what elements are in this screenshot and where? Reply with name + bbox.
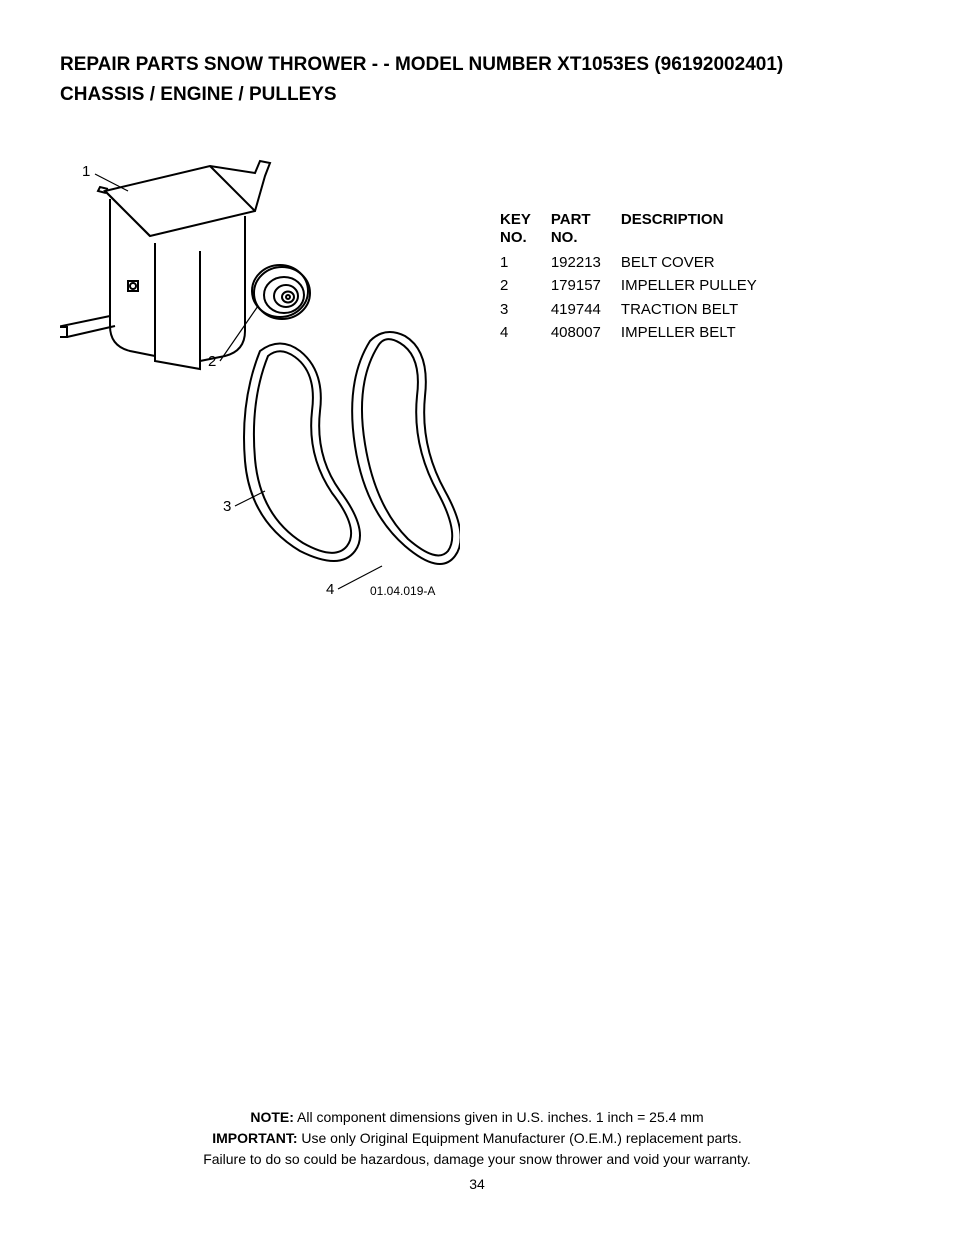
note-label: NOTE: [250,1109,294,1125]
footer-important-line: IMPORTANT: Use only Original Equipment M… [0,1128,954,1149]
page-footer: NOTE: All component dimensions given in … [0,1107,954,1195]
title-line-2: CHASSIS / ENGINE / PULLEYS [60,80,894,110]
callout-2: 2 [208,353,216,370]
cell-key: 3 [500,298,551,322]
callout-1: 1 [82,163,90,180]
callout-3: 3 [223,498,231,515]
parts-table-area: KEYNO. PARTNO. DESCRIPTION 1 192213 BELT… [480,151,894,616]
cell-part: 408007 [551,321,621,345]
diagram-code: 01.04.019-A [370,584,435,598]
content-area: 1 2 3 4 01.04.019-A KEYNO. PARTNO. DESCR… [0,111,954,616]
note-text: All component dimensions given in U.S. i… [294,1109,704,1125]
cell-desc: TRACTION BELT [621,298,777,322]
title-line-1: REPAIR PARTS SNOW THROWER - - MODEL NUMB… [60,50,894,80]
footer-warning: Failure to do so could be hazardous, dam… [0,1149,954,1170]
col-part: PARTNO. [551,211,621,251]
important-label: IMPORTANT: [212,1130,297,1146]
diagram-area: 1 2 3 4 01.04.019-A [60,151,480,616]
cell-key: 2 [500,274,551,298]
cell-part: 192213 [551,251,621,275]
table-row: 3 419744 TRACTION BELT [500,298,777,322]
table-row: 4 408007 IMPELLER BELT [500,321,777,345]
col-key: KEYNO. [500,211,551,251]
cell-desc: IMPELLER PULLEY [621,274,777,298]
footer-note-line: NOTE: All component dimensions given in … [0,1107,954,1128]
table-row: 1 192213 BELT COVER [500,251,777,275]
page-header: REPAIR PARTS SNOW THROWER - - MODEL NUMB… [0,0,954,111]
cell-desc: IMPELLER BELT [621,321,777,345]
callout-4: 4 [326,581,334,598]
cell-key: 4 [500,321,551,345]
cell-part: 419744 [551,298,621,322]
col-desc: DESCRIPTION [621,211,777,251]
parts-table: KEYNO. PARTNO. DESCRIPTION 1 192213 BELT… [500,211,777,345]
cell-key: 1 [500,251,551,275]
table-row: 2 179157 IMPELLER PULLEY [500,274,777,298]
cell-part: 179157 [551,274,621,298]
cell-desc: BELT COVER [621,251,777,275]
exploded-diagram [60,151,460,611]
page-number: 34 [0,1174,954,1195]
important-text: Use only Original Equipment Manufacturer… [298,1130,742,1146]
